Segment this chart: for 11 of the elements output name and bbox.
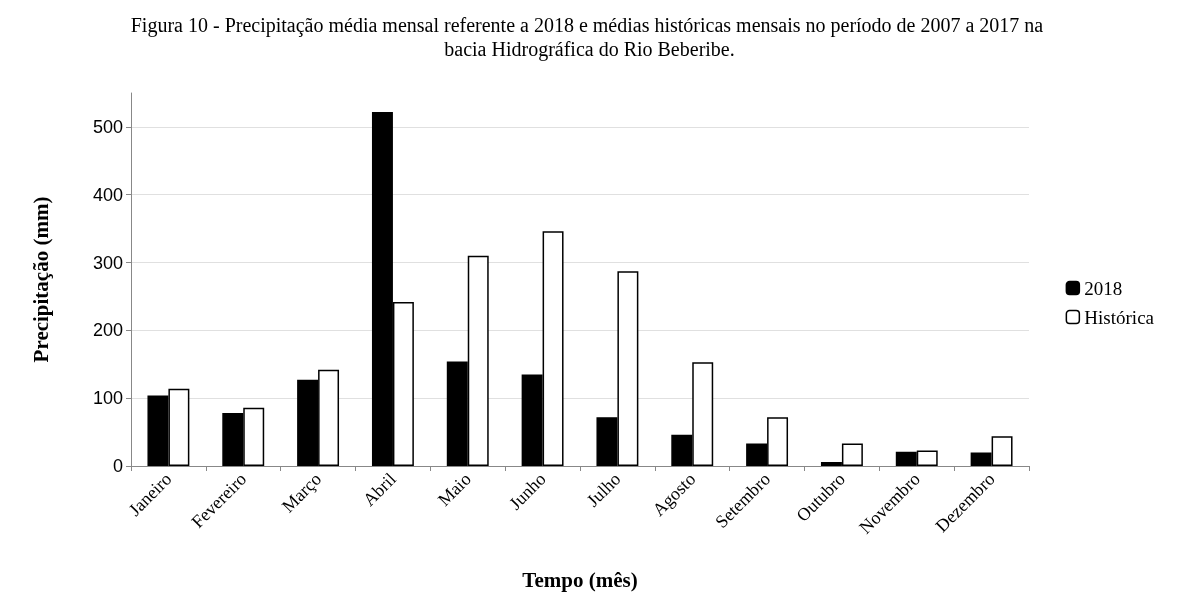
x-axis-title: Tempo (mês) [522,567,638,592]
legend-label: 2018 [1084,277,1123,299]
y-tick-label: 0 [112,456,123,476]
chart-title: Figura 10 - Precipitação média mensal referente a 2018 e médias históricas mensais no período de 2007 a 2017 na bacia Hidrográfica do Rio Beberibe. [130,14,1049,61]
y-axis-title: Precipitação (mm) [28,196,53,363]
y-tick-label: 500 [92,116,123,137]
legend-label: Histórica [1084,306,1155,328]
y-tick-label: 200 [92,320,123,341]
y-tick-label: 100 [92,388,123,409]
y-tick-label: 300 [92,252,123,273]
y-tick-label: 400 [92,184,123,205]
